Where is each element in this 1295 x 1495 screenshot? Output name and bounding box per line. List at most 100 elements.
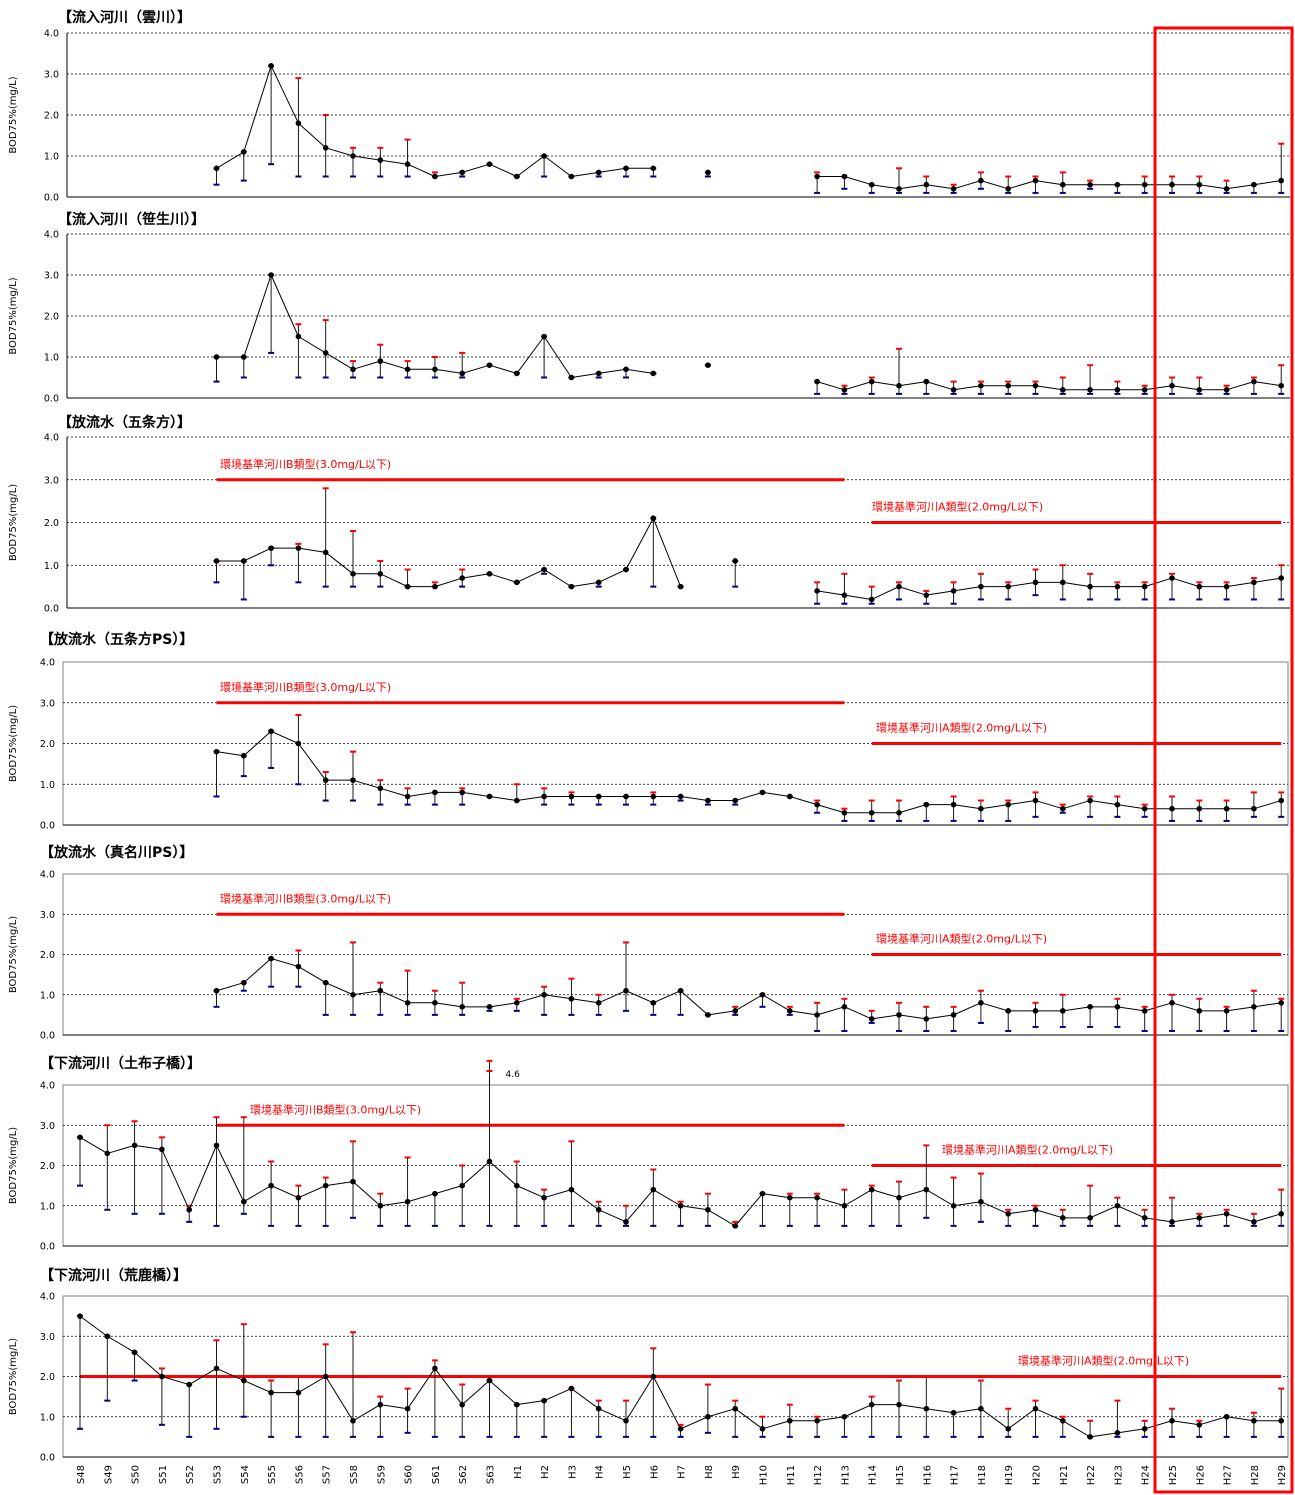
series-segment xyxy=(571,372,599,378)
data-point xyxy=(923,1186,930,1193)
series-segment xyxy=(844,1006,872,1020)
data-point xyxy=(1223,1413,1230,1420)
data-point xyxy=(923,1405,930,1412)
data-point xyxy=(1005,801,1011,808)
y-tick-label: 1.0 xyxy=(40,780,55,791)
y-tick-label: 1.0 xyxy=(40,1412,55,1423)
data-point xyxy=(923,378,930,385)
series-segment xyxy=(680,1416,709,1430)
series-segment xyxy=(243,274,272,358)
data-point xyxy=(1005,1211,1011,1217)
data-point xyxy=(322,549,329,556)
data-point xyxy=(1032,579,1039,586)
chart-panel-6: 【下流河川（土布子橋）】 0.0 1.0 2.0 3.0 4.0 BOD75%(mg/L) 環… xyxy=(8,1055,1289,1253)
series-segment xyxy=(926,1408,954,1414)
data-point xyxy=(1169,382,1175,389)
data-point xyxy=(1060,387,1066,393)
series-segment xyxy=(1171,1002,1200,1012)
data-point xyxy=(677,987,684,994)
data-point xyxy=(486,793,493,800)
data-point xyxy=(868,1186,875,1193)
data-point xyxy=(459,370,466,377)
series-segment xyxy=(898,1404,927,1410)
data-point xyxy=(1005,1426,1011,1432)
data-point xyxy=(514,579,520,586)
series-segment xyxy=(407,1368,436,1409)
series-segment xyxy=(325,352,354,370)
data-point xyxy=(1060,1008,1066,1014)
series-segment xyxy=(516,569,545,583)
data-point xyxy=(595,370,602,377)
series-segment xyxy=(297,743,327,781)
x-tick-label: S49 xyxy=(103,1465,114,1484)
data-point xyxy=(841,387,848,393)
series-segment xyxy=(625,517,654,570)
data-point xyxy=(350,1178,356,1185)
series-segment xyxy=(1008,581,1036,588)
series-segment xyxy=(652,518,682,587)
y-axis-label: BOD75%(mg/L) xyxy=(8,484,19,561)
data-point xyxy=(595,1405,602,1412)
x-tick-label: S61 xyxy=(431,1465,442,1484)
y-axis-label: BOD75%(mg/L) xyxy=(8,277,19,354)
y-tick-label: 3.0 xyxy=(44,475,59,486)
data-point xyxy=(295,963,302,970)
data-point xyxy=(1278,1000,1284,1006)
y-axis-label: BOD75%(mg/L) xyxy=(8,76,19,153)
x-tick-label: S63 xyxy=(486,1465,497,1484)
data-point xyxy=(295,120,302,126)
x-tick-label: S51 xyxy=(158,1465,169,1484)
data-point xyxy=(705,1206,711,1213)
data-point xyxy=(350,366,356,373)
series-segment xyxy=(1226,1416,1254,1422)
series-segment xyxy=(734,994,763,1012)
data-point xyxy=(677,1202,684,1209)
data-point xyxy=(1278,797,1284,804)
data-point xyxy=(623,165,629,172)
series-segment xyxy=(1253,1213,1282,1223)
chart-title: 【流入河川（雲川）】 xyxy=(58,9,191,26)
data-point xyxy=(295,740,302,747)
data-point xyxy=(322,350,329,356)
series-segment xyxy=(1008,180,1036,190)
data-point xyxy=(732,1223,738,1229)
data-point xyxy=(404,1405,411,1412)
data-point xyxy=(377,987,384,994)
off-scale-label: 4.6 xyxy=(506,1070,521,1080)
data-point xyxy=(677,793,684,800)
data-point xyxy=(759,1426,766,1432)
series-segment xyxy=(352,779,381,789)
data-point xyxy=(514,1401,520,1408)
data-point xyxy=(896,186,902,192)
data-point xyxy=(322,1373,329,1380)
series-segment xyxy=(1253,800,1282,810)
data-point xyxy=(268,728,274,735)
data-point xyxy=(1032,382,1039,389)
data-point xyxy=(623,366,629,373)
data-point xyxy=(923,181,930,188)
data-point xyxy=(978,583,984,590)
series-segment xyxy=(707,1408,736,1418)
series-segment xyxy=(270,1185,299,1199)
data-point xyxy=(514,1000,520,1006)
chart-panel-7: 【下流河川（荒鹿橋）】 0.0 1.0 2.0 3.0 4.0 BOD75%(mg/L) 環境… xyxy=(8,1267,1289,1464)
data-point xyxy=(787,1008,793,1014)
series-segment xyxy=(1035,1408,1064,1422)
data-point xyxy=(432,1190,438,1197)
series-segment xyxy=(898,184,927,190)
x-tick-label: H15 xyxy=(895,1465,906,1485)
series-segment xyxy=(1144,1217,1173,1223)
series-segment xyxy=(1199,1213,1227,1219)
data-point xyxy=(1251,181,1257,188)
data-point xyxy=(1087,583,1093,590)
series-segment xyxy=(516,1400,545,1406)
series-segment xyxy=(898,381,927,387)
data-point xyxy=(186,1381,192,1388)
data-point xyxy=(1060,181,1066,188)
series-segment xyxy=(325,982,354,996)
data-point xyxy=(568,374,575,381)
data-point xyxy=(1005,583,1011,590)
data-point xyxy=(1223,805,1230,812)
data-point xyxy=(1251,805,1257,812)
data-point xyxy=(1196,1008,1203,1014)
